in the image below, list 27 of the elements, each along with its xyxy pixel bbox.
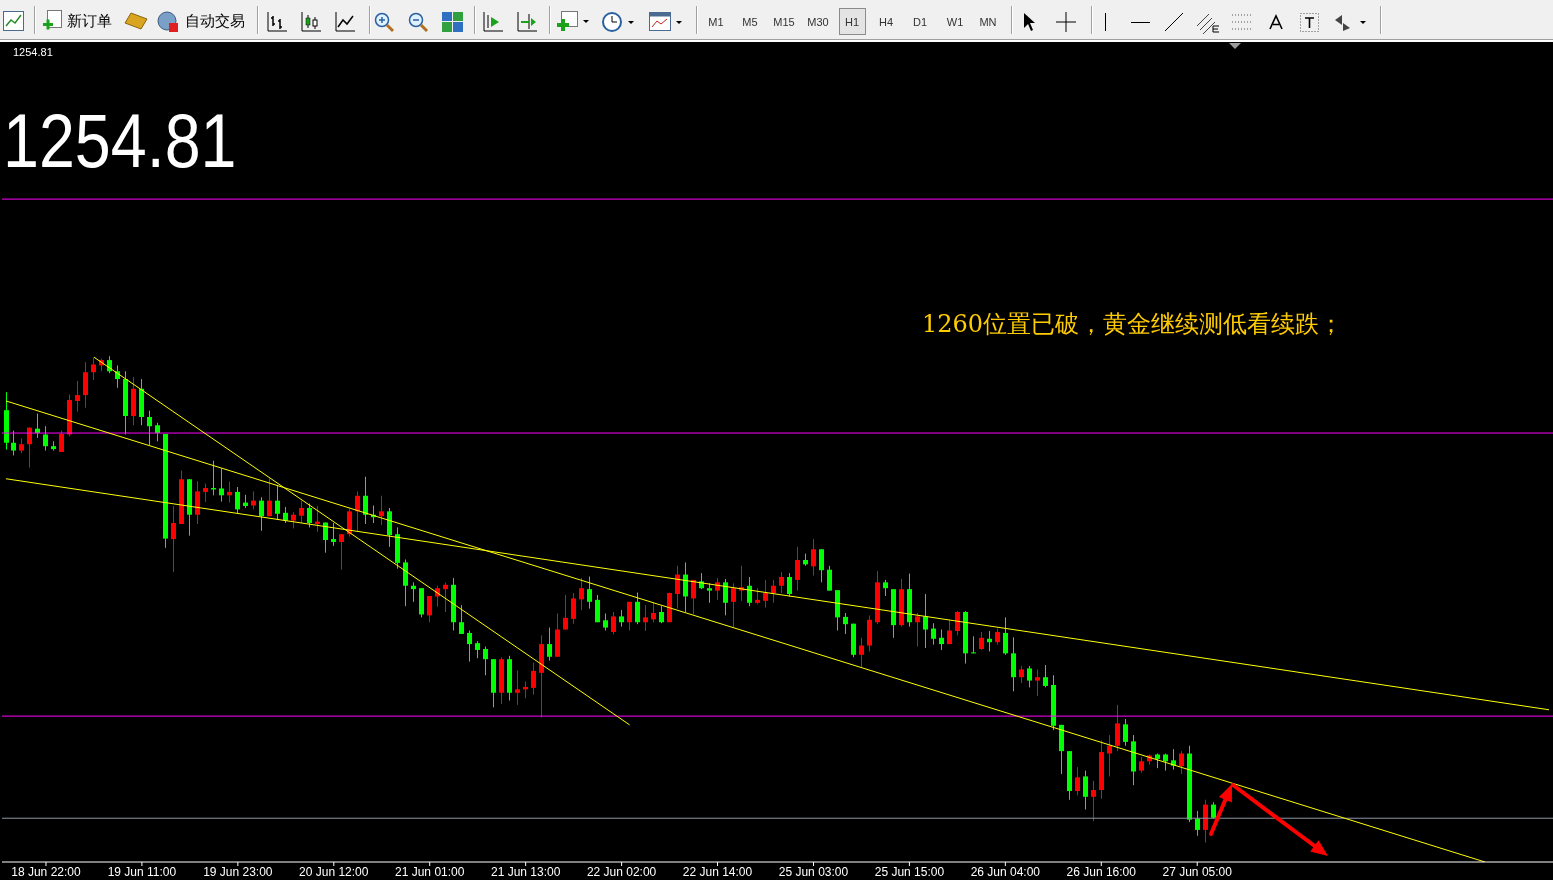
- x-tick-label: 21 Jun 01:00: [395, 864, 465, 879]
- text: D1: [912, 16, 928, 28]
- x-tick-label: 22 Jun 14:00: [682, 864, 753, 879]
- x-tick-label: 18 Jun 22:00: [11, 864, 81, 879]
- text: MN: [979, 16, 997, 28]
- x-tick-label: 21 Jun 13:00: [490, 864, 561, 879]
- text: H1: [844, 16, 860, 28]
- text: M30: [807, 16, 829, 28]
- x-tick-label: 26 Jun 16:00: [1066, 864, 1137, 879]
- text: H4: [878, 16, 894, 28]
- x-tick-label: 19 Jun 11:00: [107, 864, 177, 879]
- text: M5: [742, 16, 758, 28]
- text: M1: [708, 16, 724, 28]
- text: 自动交易: [185, 12, 245, 29]
- x-tick-label: 26 Jun 04:00: [970, 864, 1041, 879]
- text: M15: [773, 16, 795, 28]
- text: 1254.81: [13, 46, 53, 58]
- text: 1254.81: [3, 98, 237, 183]
- x-tick-label: 25 Jun 03:00: [778, 864, 849, 879]
- text: 新订单: [67, 12, 112, 29]
- x-tick-label: 20 Jun 12:00: [299, 864, 369, 879]
- text: W1: [946, 16, 964, 28]
- x-tick-label: 25 Jun 15:00: [874, 864, 945, 879]
- x-tick-label: 27 Jun 05:00: [1162, 864, 1233, 879]
- x-tick-label: 22 Jun 02:00: [586, 864, 657, 879]
- x-tick-label: 19 Jun 23:00: [203, 864, 273, 879]
- text: 1260位置已破，黄金继续测低看续跌；: [922, 310, 1344, 338]
